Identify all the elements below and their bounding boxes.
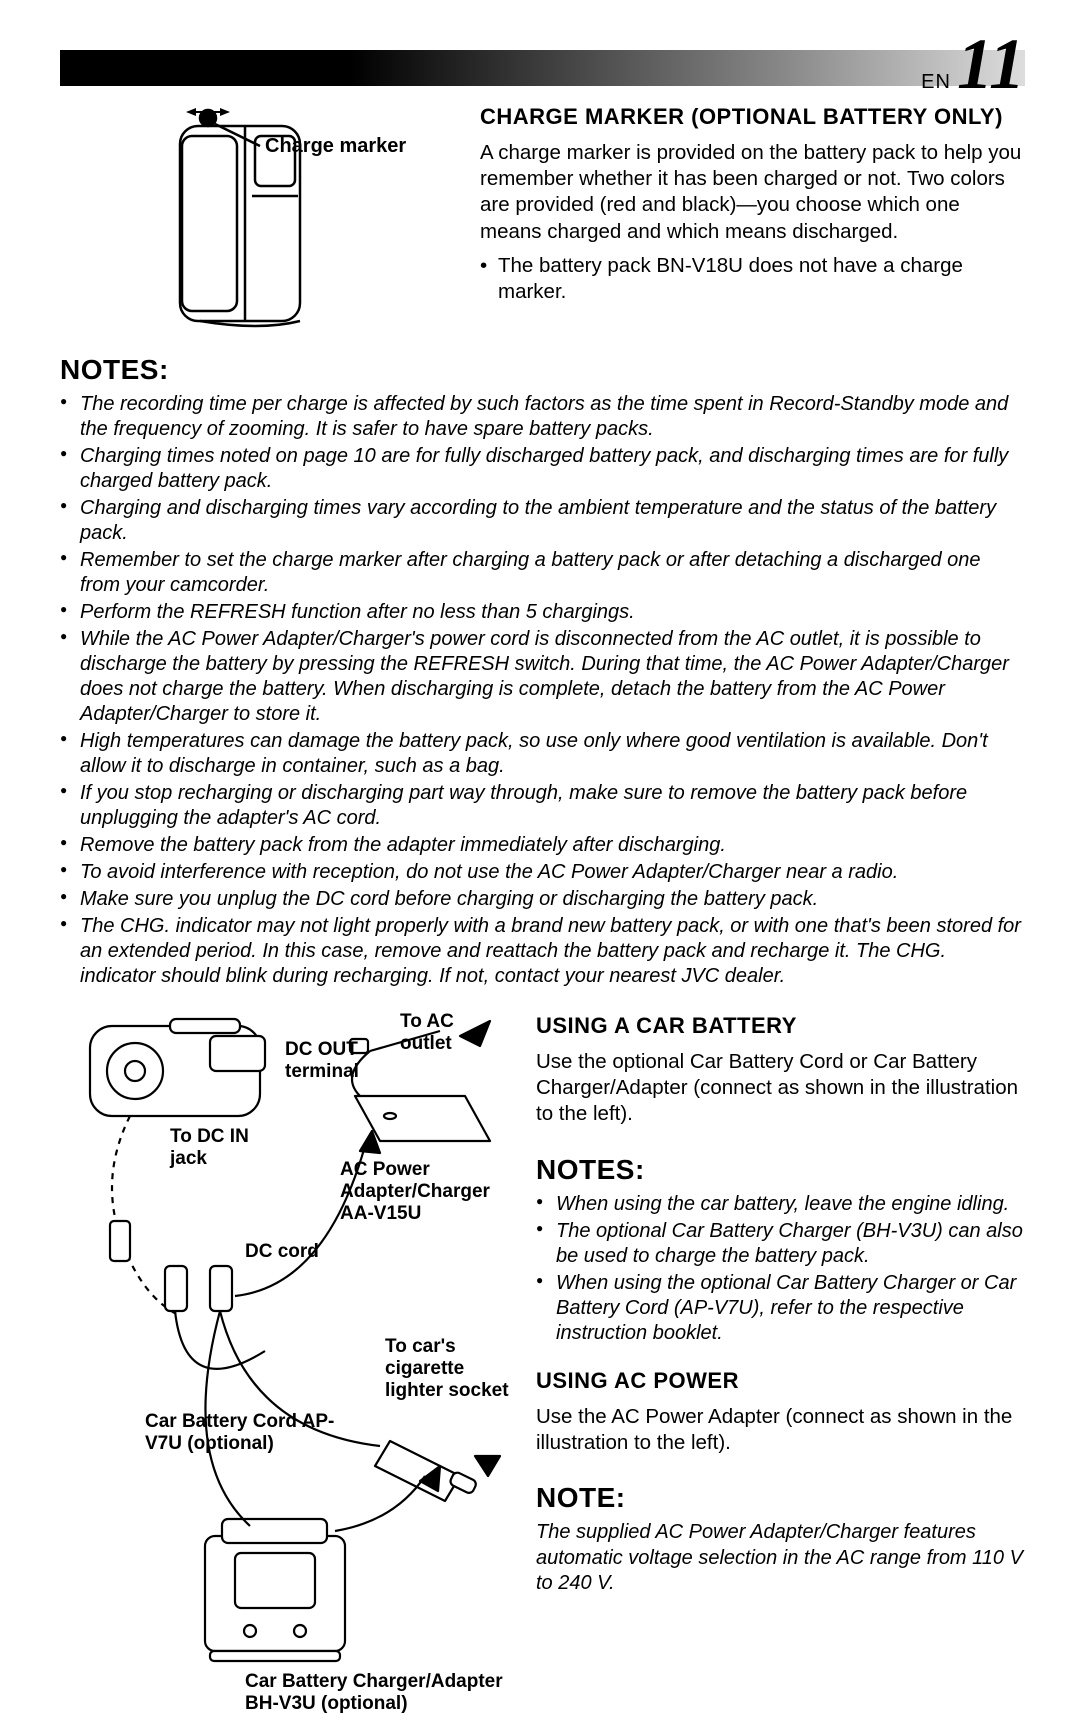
- ac-power-body: Use the AC Power Adapter (connect as sho…: [536, 1404, 1025, 1456]
- note-item: The recording time per charge is affecte…: [60, 392, 1025, 442]
- ac-note-heading: NOTE:: [536, 1482, 1025, 1514]
- note-item: Charging and discharging times vary acco…: [60, 496, 1025, 546]
- car-notes-heading: NOTES:: [536, 1154, 1025, 1186]
- note-item: Remove the battery pack from the adapter…: [60, 833, 1025, 858]
- charge-marker-label-text: Charge marker: [265, 135, 406, 157]
- label-dc-cord: DC cord: [245, 1241, 319, 1263]
- car-battery-body: Use the optional Car Battery Cord or Car…: [536, 1049, 1025, 1128]
- label-car-cord: Car Battery Cord AP-V7U (optional): [145, 1411, 345, 1455]
- page-number: EN 11: [921, 32, 1025, 97]
- charge-marker-bullet: The battery pack BN-V18U does not have a…: [480, 253, 1025, 305]
- connection-diagram: To AC outlet DC OUT terminal To DC IN ja…: [60, 1011, 510, 1721]
- note-item: When using the car battery, leave the en…: [536, 1192, 1025, 1217]
- note-item: The optional Car Battery Charger (BH-V3U…: [536, 1219, 1025, 1269]
- header-gradient-bar: EN 11: [60, 50, 1025, 86]
- label-ac-outlet: To AC outlet: [400, 1011, 510, 1055]
- ac-note-body: The supplied AC Power Adapter/Charger fe…: [536, 1520, 1025, 1597]
- car-notes-list: When using the car battery, leave the en…: [536, 1192, 1025, 1346]
- label-cigarette: To car's cigarette lighter socket: [385, 1336, 515, 1402]
- notes-heading: NOTES:: [60, 354, 1025, 386]
- battery-figure: Charge marker: [60, 96, 450, 336]
- note-item: High temperatures can damage the battery…: [60, 729, 1025, 779]
- label-dc-out: DC OUT terminal: [285, 1039, 385, 1083]
- note-item: While the AC Power Adapter/Charger's pow…: [60, 627, 1025, 727]
- note-item: To avoid interference with reception, do…: [60, 860, 1025, 885]
- page-number-value: 11: [957, 32, 1025, 97]
- charge-marker-body: A charge marker is provided on the batte…: [480, 140, 1025, 245]
- car-battery-heading: USING A CAR BATTERY: [536, 1013, 1025, 1039]
- note-item: If you stop recharging or discharging pa…: [60, 781, 1025, 831]
- note-item: The CHG. indicator may not light properl…: [60, 914, 1025, 989]
- charge-marker-heading: CHARGE MARKER (OPTIONAL BATTERY ONLY): [480, 104, 1025, 130]
- note-item: Perform the REFRESH function after no le…: [60, 600, 1025, 625]
- label-dc-in: To DC IN jack: [170, 1126, 260, 1170]
- label-car-charger: Car Battery Charger/Adapter BH-V3U (opti…: [245, 1671, 505, 1715]
- label-ac-adapter: AC Power Adapter/Charger AA-V15U: [340, 1159, 510, 1225]
- note-item: Charging times noted on page 10 are for …: [60, 444, 1025, 494]
- battery-svg: Charge marker: [60, 96, 450, 336]
- ac-power-heading: USING AC POWER: [536, 1368, 1025, 1394]
- notes-list: The recording time per charge is affecte…: [60, 392, 1025, 989]
- page-lang: EN: [921, 71, 951, 94]
- note-item: Make sure you unplug the DC cord before …: [60, 887, 1025, 912]
- note-item: Remember to set the charge marker after …: [60, 548, 1025, 598]
- note-item: When using the optional Car Battery Char…: [536, 1271, 1025, 1346]
